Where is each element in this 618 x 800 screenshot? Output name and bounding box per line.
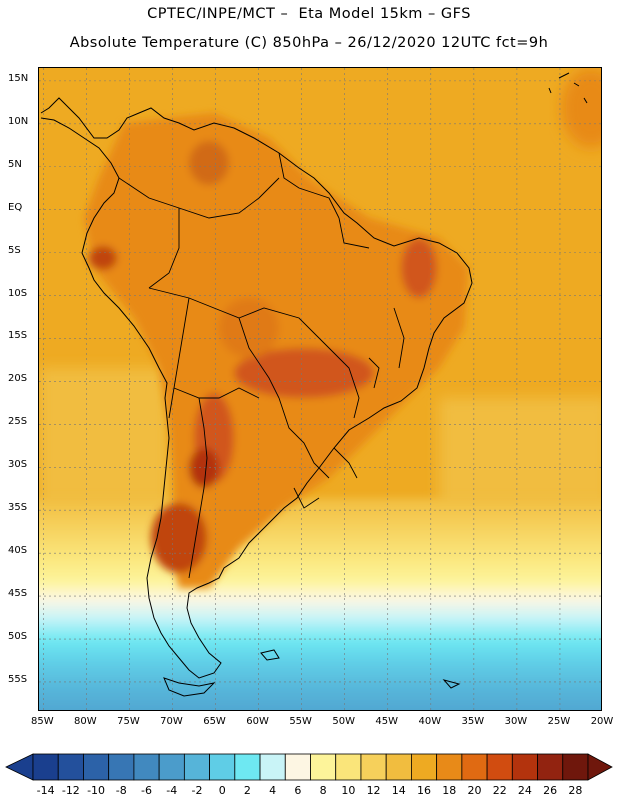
colorbar-swatch (133, 753, 160, 781)
map-canvas (39, 68, 601, 710)
colorbar-tick-label: 28 (568, 784, 583, 797)
colorbar-swatch (385, 753, 412, 781)
colorbar-swatch (158, 753, 185, 781)
colorbar-tick-label: 6 (294, 784, 302, 797)
continent-temperature (84, 113, 469, 588)
colorbar-tick-label: -6 (141, 784, 152, 797)
colorbar-swatch (360, 753, 387, 781)
tierra-del-fuego (163, 677, 216, 697)
lat-tick-label: 10S (8, 287, 28, 299)
colorbar-tick-label: -10 (87, 784, 106, 797)
colorbar-swatch (511, 753, 538, 781)
country-borders (118, 152, 405, 579)
colorbar-swatch (32, 753, 59, 781)
lon-tick-label: 75W (117, 716, 140, 727)
colorbar-tick-label: 20 (467, 784, 482, 797)
lat-tick-label: 30S (8, 459, 28, 471)
colorbar-tick-label: 24 (517, 784, 532, 797)
colorbar-right-arrow (587, 753, 613, 781)
lat-tick-label: 45S (8, 588, 28, 600)
colorbar-tick-label: 18 (442, 784, 457, 797)
south-america-coast (40, 97, 473, 679)
colorbar-tick-label: -14 (36, 784, 55, 797)
chart-title: CPTEC/INPE/MCT – Eta Model 15km – GFS (147, 6, 471, 22)
caribbean-islands (548, 72, 588, 104)
lon-tick-label: 85W (30, 716, 54, 727)
chart-subtitle: Absolute Temperature (C) 850hPa – 26/12/… (69, 35, 549, 51)
south-georgia (442, 679, 461, 689)
colorbar-tick-label: 4 (269, 784, 277, 797)
lat-tick-label: 25S (8, 416, 28, 428)
colorbar-tick-label: 12 (366, 784, 381, 797)
lon-tick-label: 70W (160, 716, 183, 727)
colorbar-swatch (57, 753, 84, 781)
colorbar-left-arrow (5, 753, 34, 781)
colorbar-swatch (183, 753, 210, 781)
lat-tick-label: 35S (8, 502, 28, 514)
lon-tick-label: 25W (547, 716, 571, 727)
colorbar-tick-label: 10 (341, 784, 356, 797)
colorbar-swatch (234, 753, 261, 781)
colorbar-tick-label: 14 (391, 784, 406, 797)
colorbar-swatch (259, 753, 286, 781)
temperature-map (38, 67, 602, 711)
lon-tick-label: 40W (418, 716, 442, 727)
coastlines (40, 72, 588, 697)
lat-tick-label: 40S (8, 545, 28, 557)
lat-tick-label: 20S (8, 373, 28, 385)
colorbar-swatch (83, 753, 110, 781)
colorbar-swatch (436, 753, 463, 781)
lat-tick-label: 5N (8, 158, 22, 170)
colorbar-tick-label: 2 (243, 784, 251, 797)
colorbar-swatch (537, 753, 564, 781)
lat-tick-label: 15N (8, 72, 29, 84)
lon-tick-label: 55W (289, 716, 312, 727)
lon-tick-label: 35W (461, 716, 485, 727)
lon-tick-label: 45W (375, 716, 399, 727)
colorbar-tick-label: -8 (115, 784, 127, 797)
color-scale-swatches (5, 753, 613, 781)
lat-lon-grid (39, 68, 601, 710)
lon-tick-label: 50W (332, 716, 355, 727)
colorbar-tick-label: 22 (492, 784, 507, 797)
colorbar-swatch (562, 753, 589, 781)
lat-tick-label: 55S (8, 673, 28, 685)
lon-tick-label: 80W (74, 716, 97, 727)
colorbar-tick-label: -4 (166, 784, 178, 797)
lon-tick-label: 30W (504, 716, 528, 727)
colorbar-tick-label: 0 (218, 784, 226, 797)
lat-tick-label: 15S (8, 330, 28, 342)
colorbar-swatch (335, 753, 362, 781)
colorbar-swatch (284, 753, 311, 781)
lat-tick-label: EQ (8, 201, 23, 213)
colorbar-swatch (310, 753, 337, 781)
lat-tick-label: 50S (8, 631, 28, 642)
colorbar-swatch (411, 753, 438, 781)
colorbar-swatch (108, 753, 135, 781)
colorbar-swatch (486, 753, 513, 781)
colorbar-swatch (461, 753, 488, 781)
colorbar-tick-label: 26 (543, 784, 558, 797)
falklands (260, 649, 280, 661)
lon-tick-label: 65W (203, 716, 226, 727)
southern-ocean-gradient (39, 498, 601, 710)
lat-tick-label: 5S (8, 244, 21, 256)
warm-patch-ne (561, 68, 601, 148)
colorbar-tick-label: 16 (417, 784, 432, 797)
lon-tick-label: 20W (590, 716, 614, 727)
colorbar-tick-label: -12 (61, 784, 80, 797)
lon-tick-label: 60W (246, 716, 269, 727)
lat-tick-label: 10N (8, 115, 29, 127)
colorbar-tick-label: 8 (319, 784, 327, 797)
colorbar-tick-label: -2 (191, 784, 203, 797)
colorbar-swatch (209, 753, 236, 781)
